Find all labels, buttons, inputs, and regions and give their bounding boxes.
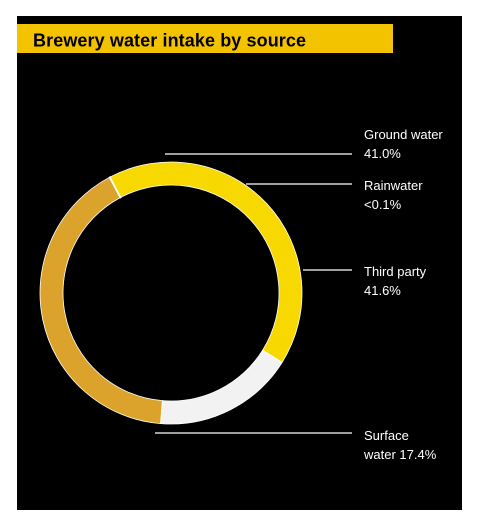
slice-ground-water (39, 176, 163, 425)
leader-lines (155, 153, 352, 434)
label-surface-water-value: water 17.4% (364, 447, 437, 462)
label-rainwater-name: Rainwater (364, 178, 423, 193)
label-ground-water-name: Ground water (364, 127, 443, 142)
label-third-party-value: 41.6% (364, 283, 401, 298)
label-rainwater: Rainwater <0.1% (364, 176, 423, 214)
label-surface-water-name: Surface (364, 428, 409, 443)
label-surface-water: Surface water 17.4% (364, 426, 436, 464)
label-rainwater-value: <0.1% (364, 197, 402, 212)
chart-panel (17, 16, 462, 510)
label-third-party-name: Third party (364, 264, 427, 279)
donut-slices (39, 161, 303, 425)
slice-third-party (109, 161, 303, 363)
label-ground-water: Ground water 41.0% (364, 125, 443, 163)
chart-title: Brewery water intake by source (33, 30, 307, 51)
slice-surface-water (160, 349, 283, 425)
label-third-party: Third party 41.6% (364, 262, 426, 300)
title-bar (17, 24, 393, 53)
label-ground-water-value: 41.0% (364, 146, 401, 161)
